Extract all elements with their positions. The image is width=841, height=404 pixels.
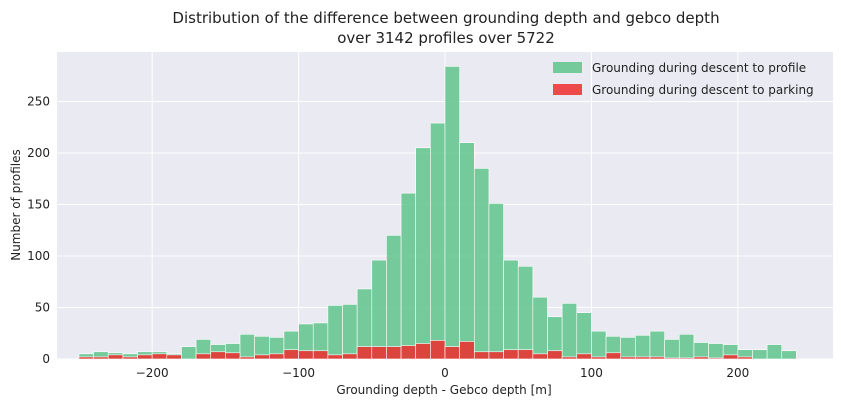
bar-descent-to-parking	[415, 343, 431, 360]
bar-descent-to-profile	[444, 66, 460, 360]
bar-descent-to-profile	[781, 350, 797, 360]
bar-descent-to-parking	[737, 356, 753, 360]
bar-descent-to-parking	[605, 352, 621, 360]
bar-descent-to-profile	[678, 333, 695, 360]
bar-descent-to-profile	[664, 339, 680, 360]
bar-descent-to-parking	[693, 356, 709, 360]
legend-swatch-profile	[553, 62, 582, 73]
bar-descent-to-parking	[722, 354, 739, 360]
x-tick-label: 0	[441, 366, 449, 380]
bar-descent-to-profile	[181, 346, 197, 360]
bar-descent-to-parking	[166, 354, 182, 360]
bar-descent-to-parking	[400, 345, 417, 360]
bar-descent-to-profile	[239, 333, 255, 360]
bars	[78, 66, 797, 360]
bar-descent-to-parking	[356, 346, 373, 360]
bar-descent-to-profile	[752, 349, 768, 360]
bar-descent-to-profile	[517, 265, 534, 360]
bar-descent-to-parking	[342, 353, 358, 360]
bar-descent-to-parking	[298, 350, 314, 360]
y-tick-label: 200	[27, 146, 50, 160]
bar-descent-to-profile	[430, 122, 446, 360]
bar-descent-to-profile	[400, 192, 417, 360]
bar-descent-to-profile	[620, 337, 636, 360]
bar-descent-to-parking	[327, 354, 343, 360]
bar-descent-to-parking	[371, 346, 387, 360]
legend-swatch-parking	[553, 84, 582, 95]
bar-descent-to-parking	[195, 353, 212, 360]
bar-descent-to-parking	[576, 353, 592, 360]
bar-descent-to-profile	[415, 147, 431, 360]
bar-descent-to-profile	[561, 303, 578, 360]
x-tick-label: −100	[282, 366, 315, 380]
bar-descent-to-parking	[503, 349, 519, 360]
bar-descent-to-parking	[620, 356, 636, 360]
bar-descent-to-parking	[122, 356, 138, 360]
bar-descent-to-profile	[649, 330, 665, 360]
bar-descent-to-parking	[532, 353, 548, 360]
bar-descent-to-profile	[386, 235, 402, 360]
bar-descent-to-profile	[693, 342, 709, 360]
x-tick-label: 200	[726, 366, 749, 380]
bar-descent-to-parking	[678, 357, 695, 360]
bar-descent-to-parking	[107, 354, 124, 360]
bar-descent-to-profile	[371, 259, 387, 360]
x-tick-label: 100	[580, 366, 603, 380]
bar-descent-to-profile	[473, 168, 490, 360]
bar-descent-to-parking	[137, 354, 153, 360]
bar-descent-to-profile	[342, 304, 358, 360]
bar-descent-to-parking	[93, 356, 109, 360]
y-tick-label: 100	[27, 249, 50, 263]
bar-descent-to-profile	[766, 344, 783, 360]
bar-descent-to-parking	[664, 357, 680, 360]
bar-descent-to-profile	[503, 259, 519, 360]
bar-descent-to-profile	[459, 142, 475, 360]
bar-descent-to-parking	[151, 353, 168, 360]
bar-descent-to-parking	[547, 350, 563, 360]
bar-descent-to-parking	[78, 356, 94, 360]
bar-descent-to-parking	[635, 356, 651, 360]
bar-descent-to-profile	[591, 330, 607, 360]
bar-descent-to-profile	[635, 335, 651, 360]
legend: Grounding during descent to profile Grou…	[553, 61, 814, 97]
bar-descent-to-parking	[283, 349, 299, 360]
bar-descent-to-parking	[239, 356, 255, 360]
bar-descent-to-parking	[517, 349, 534, 360]
y-tick-label: 50	[35, 300, 50, 314]
bar-descent-to-profile	[576, 312, 592, 360]
x-tick-label: −200	[136, 366, 169, 380]
bar-descent-to-parking	[561, 356, 578, 360]
bar-descent-to-profile	[327, 305, 343, 360]
bar-descent-to-profile	[488, 203, 504, 360]
bar-descent-to-parking	[649, 356, 665, 360]
bar-descent-to-parking	[444, 346, 460, 360]
bar-descent-to-parking	[254, 354, 270, 360]
bar-descent-to-parking	[473, 351, 490, 360]
bar-descent-to-profile	[708, 343, 724, 360]
legend-label-profile: Grounding during descent to profile	[592, 61, 806, 75]
chart-title: Distribution of the difference between g…	[172, 9, 719, 27]
y-tick-label: 150	[27, 197, 50, 211]
tick-labels: 0 50 100 150 200 250 −200 −100 0 100 200	[27, 94, 749, 380]
bar-descent-to-parking	[225, 352, 241, 360]
bar-descent-to-parking	[708, 357, 724, 360]
bar-descent-to-parking	[210, 351, 226, 360]
bar-descent-to-parking	[591, 356, 607, 360]
y-axis-label: Number of profiles	[9, 149, 23, 261]
legend-label-parking: Grounding during descent to parking	[592, 83, 814, 97]
y-tick-label: 0	[42, 352, 50, 366]
bar-descent-to-profile	[532, 296, 548, 360]
y-tick-label: 250	[27, 94, 50, 108]
x-axis-label: Grounding depth - Gebco depth [m]	[336, 383, 551, 397]
chart-subtitle: over 3142 profiles over 5722	[337, 29, 555, 47]
bar-descent-to-parking	[386, 346, 402, 360]
bar-descent-to-parking	[312, 350, 329, 360]
bar-descent-to-parking	[459, 341, 475, 360]
bar-descent-to-parking	[488, 351, 504, 360]
bar-descent-to-parking	[430, 340, 446, 360]
bar-descent-to-parking	[269, 353, 285, 360]
